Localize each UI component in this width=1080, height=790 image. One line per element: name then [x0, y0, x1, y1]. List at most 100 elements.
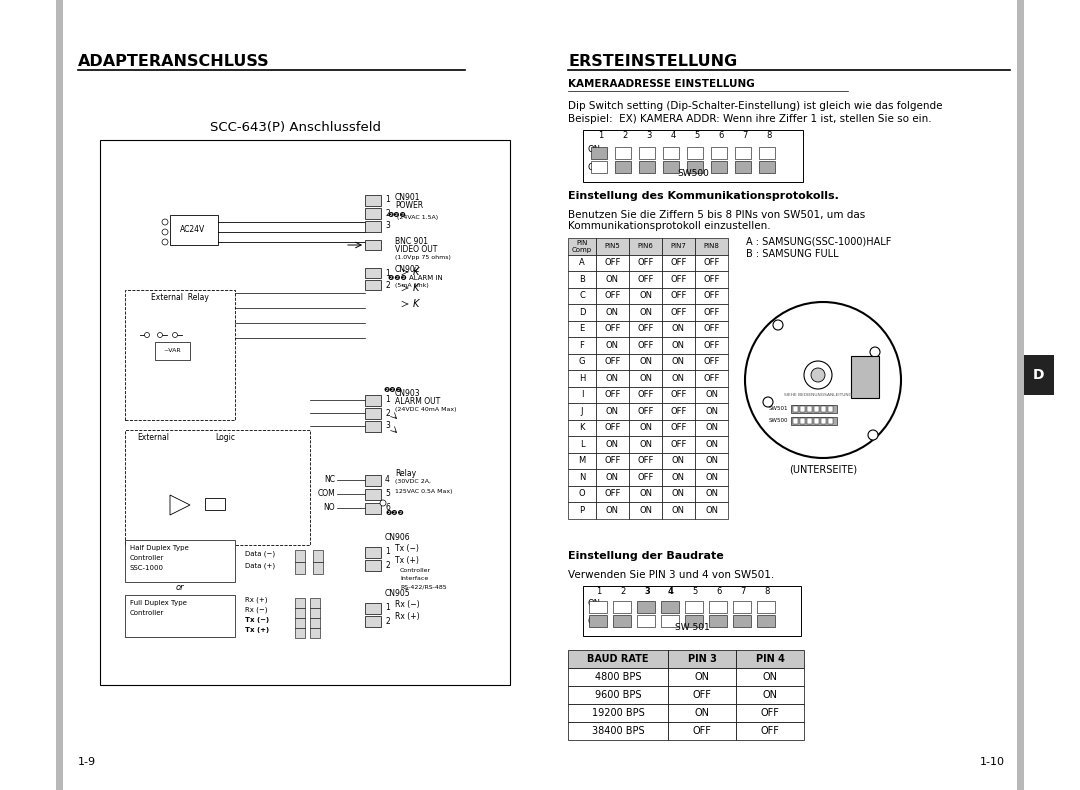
Text: 19200 BPS: 19200 BPS — [592, 708, 645, 718]
Text: CN903: CN903 — [395, 389, 420, 397]
Bar — [295, 562, 305, 574]
Bar — [661, 615, 679, 627]
Text: OFF: OFF — [671, 275, 687, 284]
Text: OFF: OFF — [703, 275, 719, 284]
Text: ON: ON — [705, 407, 718, 416]
Text: ON: ON — [672, 357, 685, 367]
Text: Interface: Interface — [400, 577, 429, 581]
Bar — [807, 418, 812, 424]
Text: OFF: OFF — [637, 457, 653, 465]
Text: OFF: OFF — [692, 690, 712, 700]
Text: L: L — [580, 440, 584, 449]
Bar — [800, 418, 805, 424]
Bar — [735, 668, 804, 686]
Bar — [365, 280, 381, 290]
Bar — [589, 615, 607, 627]
Text: 8: 8 — [767, 130, 772, 140]
Bar — [629, 321, 662, 337]
Text: E: E — [579, 324, 584, 333]
Bar — [125, 430, 310, 545]
Bar — [568, 436, 596, 453]
Bar — [662, 370, 696, 386]
Bar — [669, 704, 735, 722]
Text: M: M — [579, 457, 585, 465]
Bar — [125, 290, 235, 420]
Text: Relay: Relay — [395, 468, 416, 477]
Text: ON: ON — [762, 672, 778, 682]
Bar — [828, 406, 833, 412]
Bar — [596, 370, 629, 386]
Text: ON: ON — [672, 489, 685, 498]
Text: ON: ON — [639, 489, 652, 498]
Text: SSC-1000: SSC-1000 — [130, 565, 164, 571]
Bar — [629, 386, 662, 403]
Text: ~VAR: ~VAR — [163, 348, 180, 353]
Text: ON: ON — [705, 423, 718, 432]
Text: SW501: SW501 — [769, 407, 788, 412]
Text: ❷❷❷: ❷❷❷ — [383, 387, 402, 393]
Text: or: or — [176, 584, 185, 592]
Text: Dip Switch setting (Dip-Schalter-Einstellung) ist gleich wie das folgende: Dip Switch setting (Dip-Schalter-Einstel… — [568, 101, 943, 111]
Bar — [685, 615, 703, 627]
Bar — [637, 601, 654, 613]
Bar — [365, 560, 381, 571]
Text: Kommunikationsprotokoll einzustellen.: Kommunikationsprotokoll einzustellen. — [568, 221, 771, 231]
Bar — [568, 288, 596, 304]
Text: ON: ON — [705, 506, 718, 515]
Text: OFF: OFF — [637, 390, 653, 399]
Text: OFF: OFF — [703, 324, 719, 333]
Bar — [629, 254, 662, 271]
Bar — [596, 337, 629, 353]
Bar — [568, 271, 596, 288]
Text: (1.0Vpp 75 ohms): (1.0Vpp 75 ohms) — [395, 255, 450, 261]
Bar — [687, 147, 703, 159]
Bar — [629, 337, 662, 353]
Bar — [596, 288, 629, 304]
Text: 2: 2 — [622, 130, 627, 140]
Bar — [568, 403, 596, 419]
Bar — [365, 395, 381, 406]
Bar — [568, 419, 596, 436]
Bar — [696, 337, 728, 353]
Bar — [791, 417, 837, 425]
Text: OFF: OFF — [637, 324, 653, 333]
Text: 7: 7 — [740, 586, 745, 596]
Text: 1-9: 1-9 — [78, 757, 96, 767]
Bar — [568, 304, 596, 321]
Bar — [568, 722, 669, 740]
Bar — [735, 147, 751, 159]
Text: Tx (−): Tx (−) — [395, 544, 419, 554]
Text: J: J — [581, 407, 583, 416]
Bar — [295, 550, 305, 562]
Bar — [733, 615, 751, 627]
Bar — [735, 722, 804, 740]
Text: 5: 5 — [692, 586, 698, 596]
Text: OFF: OFF — [588, 163, 604, 171]
Bar — [568, 321, 596, 337]
Bar — [662, 321, 696, 337]
Bar — [568, 353, 596, 370]
Text: COM: COM — [318, 490, 335, 498]
Text: ON: ON — [705, 489, 718, 498]
Text: 5: 5 — [694, 130, 700, 140]
Bar — [662, 254, 696, 271]
Bar — [708, 615, 727, 627]
Bar — [821, 418, 826, 424]
Circle shape — [745, 302, 901, 458]
Bar — [310, 618, 320, 628]
Bar — [733, 601, 751, 613]
Bar — [310, 608, 320, 618]
Bar — [596, 238, 629, 254]
Text: 2: 2 — [384, 616, 390, 626]
Bar — [696, 353, 728, 370]
Text: (24VAC 1.5A): (24VAC 1.5A) — [397, 215, 438, 220]
Bar — [568, 337, 596, 353]
Bar — [615, 161, 631, 173]
Bar — [629, 502, 662, 518]
Text: 3: 3 — [646, 130, 651, 140]
Text: OFF: OFF — [760, 726, 780, 736]
Text: 4: 4 — [669, 586, 674, 596]
Text: 5: 5 — [384, 490, 390, 498]
Bar — [711, 161, 727, 173]
Text: ON: ON — [672, 324, 685, 333]
